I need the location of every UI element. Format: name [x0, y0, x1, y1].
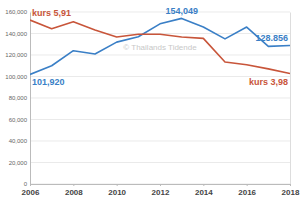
y2-axis	[290, 13, 291, 185]
x-tick-mark	[160, 184, 161, 186]
data-labels: 101,920 154,049 128.856 kurs 5,91 kurs 3,98	[32, 6, 288, 87]
y-tick-label: 100,000	[5, 74, 27, 80]
series-line	[30, 18, 290, 74]
y-tick: 140,000	[5, 31, 30, 37]
x-tick: 2016	[238, 184, 256, 197]
data-label: 128.856	[255, 33, 288, 43]
data-label: 154,049	[165, 6, 198, 16]
x-tick: 2010	[108, 184, 126, 197]
x-tick: 2008	[65, 184, 83, 197]
x-tick: 2006	[22, 184, 40, 197]
chart: 0 20,000 40,000 60,000 80,000 100,000 120,000 1…	[0, 0, 300, 200]
y-tick: 20,000	[9, 160, 30, 166]
y-axis-line	[30, 13, 31, 185]
x-tick-mark	[203, 184, 204, 186]
grid-line	[30, 162, 290, 163]
x-tick: 2014	[195, 184, 213, 197]
x-tick-mark	[117, 184, 118, 186]
x-tick-label: 2008	[65, 188, 83, 197]
grid	[30, 12, 290, 184]
y-axis: 0 20,000 40,000 60,000 80,000 100,000 120,000 1…	[5, 9, 30, 187]
lines	[30, 18, 290, 74]
x-tick-mark	[73, 184, 74, 186]
y-tick: 60,000	[9, 117, 30, 123]
y-tick: 100,000	[5, 74, 30, 80]
data-label: 101,920	[32, 77, 65, 87]
grid-line	[30, 141, 290, 142]
x-axis-line	[31, 185, 291, 187]
y-tick-label: 120,000	[5, 52, 27, 58]
y-tick-label: 160,000	[5, 9, 27, 15]
y-tick: 80,000	[9, 95, 30, 101]
series-line	[30, 20, 290, 74]
x-tick-label: 2018	[282, 188, 300, 197]
x-tick-label: 2014	[195, 188, 213, 197]
x-tick-label: 2016	[238, 188, 256, 197]
x-tick-label: 2006	[22, 188, 40, 197]
x-tick-mark	[290, 184, 291, 186]
y-tick-label: 80,000	[9, 95, 28, 101]
y-tick-label: 40,000	[9, 138, 28, 144]
y-tick: 40,000	[9, 138, 30, 144]
grid-line	[30, 98, 290, 99]
x-tick-label: 2010	[108, 188, 126, 197]
y2-axis-line	[290, 13, 291, 185]
x-tick-mark	[30, 184, 31, 186]
x-tick: 2018	[282, 184, 300, 197]
plot: 0 20,000 40,000 60,000 80,000 100,000 120,000 1…	[5, 6, 300, 196]
x-axis: 2006 2008 2010 2012 2014 2016 2018	[22, 184, 300, 197]
y-tick: 0	[24, 181, 30, 187]
x-tick: 2012	[152, 184, 170, 197]
y-tick: 120,000	[5, 52, 30, 58]
y-tick-label: 0	[24, 181, 28, 187]
y-tick-label: 140,000	[5, 31, 27, 37]
grid-line	[30, 119, 290, 120]
watermark: © Thailands Tidende	[123, 43, 197, 52]
x-tick-mark	[247, 184, 248, 186]
y-tick-label: 60,000	[9, 117, 28, 123]
y-tick: 160,000	[5, 9, 30, 15]
data-label: kurs 3,98	[249, 77, 288, 87]
x-tick-label: 2012	[152, 188, 170, 197]
data-label: kurs 5,91	[32, 8, 71, 18]
y-tick-label: 20,000	[9, 160, 28, 166]
